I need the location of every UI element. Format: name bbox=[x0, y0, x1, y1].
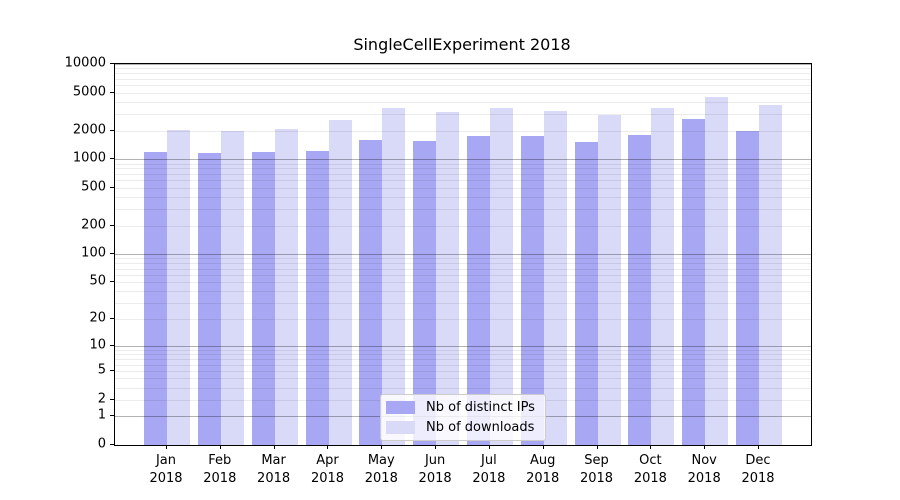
x-tick-label-jan: Jan 2018 bbox=[149, 453, 183, 486]
y-tick-label-10000: 10000 bbox=[64, 55, 106, 71]
y-tick-mark-0 bbox=[110, 444, 114, 445]
bars-layer bbox=[115, 64, 811, 445]
bar-downloads-mar-2018 bbox=[274, 128, 298, 445]
x-tick-mark-oct bbox=[650, 445, 651, 449]
bar-distinct-ips-oct-2018 bbox=[628, 135, 652, 445]
x-tick-mark-jul bbox=[489, 445, 490, 449]
y-tick-label-0: 0 bbox=[97, 436, 106, 452]
x-tick-mark-may bbox=[381, 445, 382, 449]
y-tick-mark-1 bbox=[110, 415, 114, 416]
y-tick-label-50: 50 bbox=[89, 273, 106, 289]
x-tick-mark-sep bbox=[597, 445, 598, 449]
y-tick-mark-50 bbox=[110, 281, 114, 282]
y-tick-mark-100 bbox=[110, 253, 114, 254]
bar-distinct-ips-nov-2018 bbox=[682, 119, 706, 445]
y-tick-label-100: 100 bbox=[81, 245, 106, 261]
bar-downloads-feb-2018 bbox=[220, 131, 244, 445]
y-tick-mark-20 bbox=[110, 318, 114, 319]
y-tick-mark-5000 bbox=[110, 92, 114, 93]
x-tick-mark-nov bbox=[704, 445, 705, 449]
legend: Nb of distinct IPs Nb of downloads bbox=[380, 394, 546, 441]
y-tick-label-10: 10 bbox=[89, 337, 106, 353]
bar-downloads-apr-2018 bbox=[328, 120, 352, 445]
legend-swatch-distinct-ips bbox=[386, 401, 415, 414]
x-tick-mark-mar bbox=[274, 445, 275, 449]
x-tick-mark-dec bbox=[758, 445, 759, 449]
y-tick-label-500: 500 bbox=[81, 179, 106, 195]
legend-label-distinct-ips: Nb of distinct IPs bbox=[426, 400, 535, 415]
x-tick-mark-aug bbox=[543, 445, 544, 449]
bar-downloads-nov-2018 bbox=[705, 96, 729, 445]
legend-label-downloads: Nb of downloads bbox=[426, 420, 535, 435]
y-tick-mark-1000 bbox=[110, 158, 114, 159]
bar-downloads-jun-2018 bbox=[436, 112, 460, 445]
bar-downloads-oct-2018 bbox=[651, 108, 675, 445]
bar-distinct-ips-jul-2018 bbox=[466, 136, 490, 445]
x-tick-mark-jan bbox=[166, 445, 167, 449]
x-tick-mark-feb bbox=[220, 445, 221, 449]
plot-area: Nb of distinct IPs Nb of downloads bbox=[114, 63, 812, 446]
x-tick-label-dec: Dec 2018 bbox=[741, 453, 775, 486]
bar-downloads-dec-2018 bbox=[759, 104, 782, 445]
bar-downloads-aug-2018 bbox=[543, 110, 567, 445]
y-tick-mark-2 bbox=[110, 399, 114, 400]
x-tick-label-feb: Feb 2018 bbox=[203, 453, 237, 486]
bar-downloads-sep-2018 bbox=[597, 115, 621, 445]
bar-downloads-jul-2018 bbox=[489, 107, 513, 445]
bar-distinct-ips-apr-2018 bbox=[305, 150, 329, 445]
bar-distinct-ips-dec-2018 bbox=[736, 131, 759, 445]
bar-distinct-ips-sep-2018 bbox=[574, 141, 598, 445]
y-tick-mark-5 bbox=[110, 370, 114, 371]
x-tick-label-mar: Mar 2018 bbox=[257, 453, 291, 486]
bar-downloads-may-2018 bbox=[382, 107, 406, 445]
bar-downloads-jan-2018 bbox=[167, 129, 190, 445]
x-tick-mark-apr bbox=[327, 445, 328, 449]
bar-distinct-ips-feb-2018 bbox=[197, 153, 221, 445]
y-tick-label-2: 2 bbox=[97, 391, 106, 407]
y-tick-label-20: 20 bbox=[89, 310, 106, 326]
y-tick-label-1000: 1000 bbox=[72, 150, 106, 166]
bar-distinct-ips-aug-2018 bbox=[520, 136, 544, 445]
bar-distinct-ips-mar-2018 bbox=[251, 152, 275, 445]
bar-distinct-ips-jan-2018 bbox=[144, 152, 167, 445]
bar-distinct-ips-jun-2018 bbox=[413, 141, 437, 445]
legend-item-distinct-ips: Nb of distinct IPs bbox=[386, 400, 535, 415]
y-tick-label-5000: 5000 bbox=[72, 84, 106, 100]
y-tick-label-200: 200 bbox=[81, 217, 106, 233]
y-tick-mark-500 bbox=[110, 187, 114, 188]
bar-distinct-ips-may-2018 bbox=[359, 139, 383, 445]
x-tick-label-apr: Apr 2018 bbox=[310, 453, 345, 486]
y-tick-mark-10 bbox=[110, 345, 114, 346]
legend-item-downloads: Nb of downloads bbox=[386, 420, 535, 435]
x-tick-label-jun: Jun 2018 bbox=[418, 453, 452, 486]
y-tick-mark-10000 bbox=[110, 63, 114, 64]
y-tick-label-2000: 2000 bbox=[72, 122, 106, 138]
y-tick-mark-2000 bbox=[110, 130, 114, 131]
x-tick-label-sep: Sep 2018 bbox=[579, 453, 614, 486]
x-tick-label-jul: Jul 2018 bbox=[472, 453, 506, 486]
x-tick-label-may: May 2018 bbox=[364, 453, 398, 486]
x-tick-label-nov: Nov 2018 bbox=[687, 453, 721, 486]
y-tick-label-5: 5 bbox=[97, 362, 106, 378]
legend-swatch-downloads bbox=[386, 421, 415, 434]
y-tick-mark-200 bbox=[110, 225, 114, 226]
x-tick-label-aug: Aug 2018 bbox=[526, 453, 560, 486]
x-tick-label-oct: Oct 2018 bbox=[633, 453, 667, 486]
chart-title: SingleCellExperiment 2018 bbox=[353, 35, 571, 54]
x-tick-mark-jun bbox=[435, 445, 436, 449]
y-tick-label-1: 1 bbox=[97, 407, 106, 423]
